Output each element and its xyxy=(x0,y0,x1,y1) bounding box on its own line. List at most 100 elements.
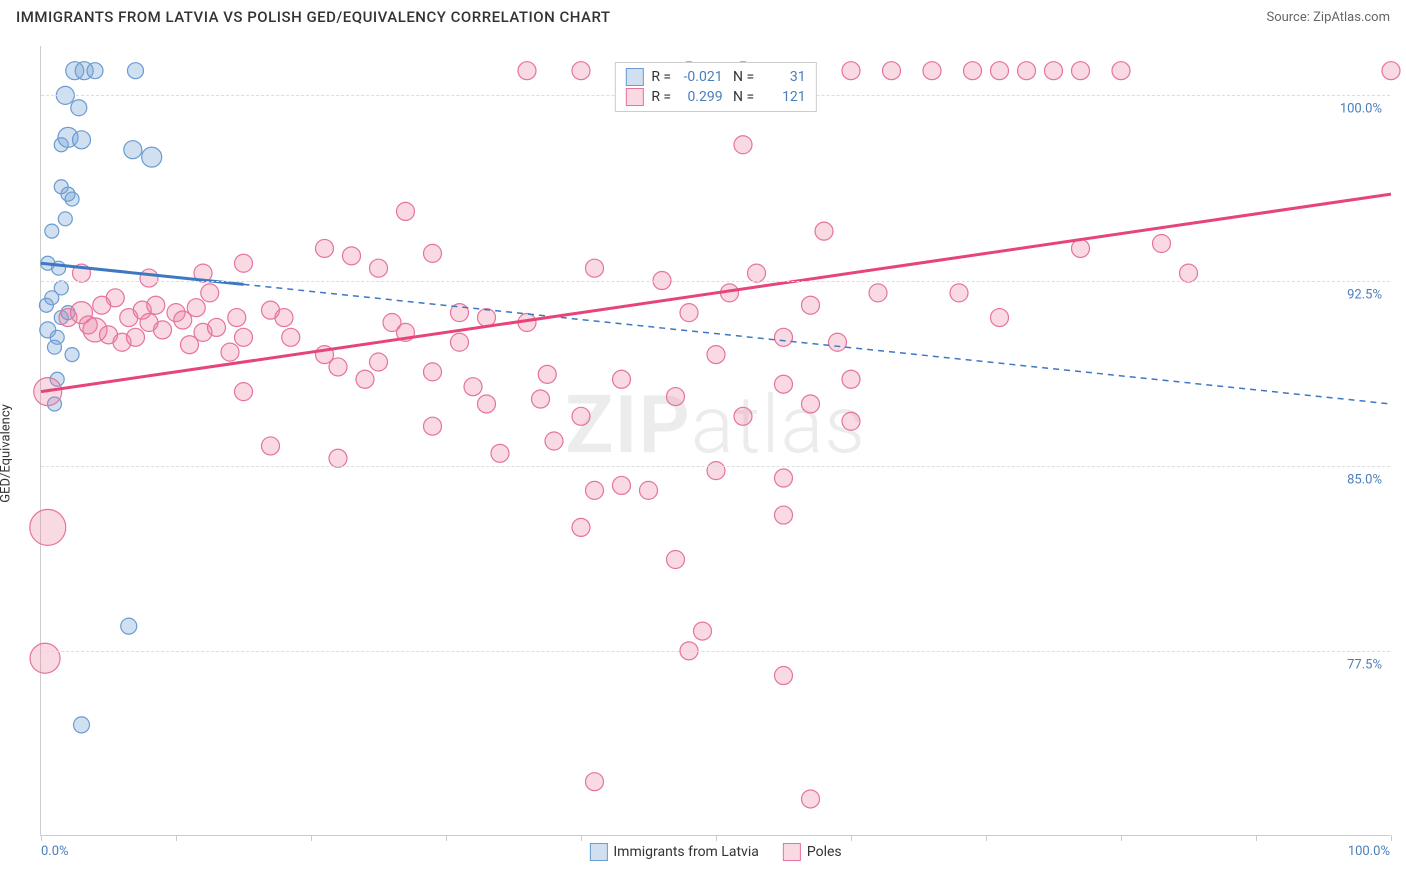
y-tick-label: 85.0% xyxy=(1347,472,1382,487)
legend-swatch xyxy=(783,843,801,861)
data-point xyxy=(54,281,68,295)
x-axis-min-label: 0.0% xyxy=(41,844,69,859)
data-point xyxy=(518,62,536,80)
data-point xyxy=(1382,62,1400,80)
data-point xyxy=(491,444,509,462)
data-point xyxy=(694,622,712,640)
x-tick xyxy=(1256,835,1257,841)
data-point xyxy=(58,212,72,226)
data-point xyxy=(883,62,901,80)
gridline xyxy=(41,466,1390,467)
data-point xyxy=(829,333,847,351)
data-point xyxy=(923,62,941,80)
data-point xyxy=(748,264,766,282)
data-point xyxy=(464,378,482,396)
data-point xyxy=(208,318,226,336)
data-point xyxy=(478,309,496,327)
data-point xyxy=(1072,62,1090,80)
legend-swatch xyxy=(625,88,643,106)
source-attribution: Source: ZipAtlas.com xyxy=(1266,10,1390,25)
data-point xyxy=(680,304,698,322)
data-point xyxy=(572,518,590,536)
data-point xyxy=(478,395,496,413)
data-point xyxy=(991,62,1009,80)
data-point xyxy=(613,370,631,388)
data-point xyxy=(106,289,124,307)
data-point xyxy=(316,239,334,257)
x-tick xyxy=(446,835,447,841)
series-legend: Immigrants from Latvia Poles xyxy=(589,843,841,861)
data-point xyxy=(707,462,725,480)
data-point xyxy=(54,180,68,194)
y-axis-label: GED/Equivalency xyxy=(0,404,14,503)
x-tick xyxy=(986,835,987,841)
data-point xyxy=(127,328,145,346)
data-point xyxy=(282,328,300,346)
x-tick xyxy=(581,835,582,841)
scatter-plot-svg xyxy=(41,46,1390,835)
data-point xyxy=(1180,264,1198,282)
data-point xyxy=(235,383,253,401)
data-point xyxy=(842,370,860,388)
y-tick-label: 77.5% xyxy=(1347,657,1382,672)
data-point xyxy=(667,388,685,406)
data-point xyxy=(147,296,165,314)
data-point xyxy=(74,717,90,733)
data-point xyxy=(532,390,550,408)
data-point xyxy=(45,224,59,238)
series-legend-item: Immigrants from Latvia xyxy=(589,843,758,861)
data-point xyxy=(802,395,820,413)
data-point xyxy=(842,412,860,430)
data-point xyxy=(370,259,388,277)
data-point xyxy=(329,358,347,376)
data-point xyxy=(1112,62,1130,80)
data-point xyxy=(343,247,361,265)
data-point xyxy=(87,63,103,79)
data-point xyxy=(142,147,162,167)
data-point xyxy=(370,353,388,371)
data-point xyxy=(991,309,1009,327)
data-point xyxy=(235,328,253,346)
data-point xyxy=(201,284,219,302)
data-point xyxy=(775,328,793,346)
data-point xyxy=(950,284,968,302)
x-tick xyxy=(716,835,717,841)
data-point xyxy=(1153,235,1171,253)
series-legend-label: Poles xyxy=(807,844,842,860)
data-point xyxy=(221,343,239,361)
series-legend-label: Immigrants from Latvia xyxy=(613,844,758,860)
data-point xyxy=(235,254,253,272)
data-point xyxy=(424,244,442,262)
data-point xyxy=(65,192,79,206)
y-tick-label: 100.0% xyxy=(1340,102,1382,117)
data-point xyxy=(71,100,87,116)
data-point xyxy=(73,131,91,149)
data-point xyxy=(572,62,590,80)
data-point xyxy=(128,63,144,79)
data-point xyxy=(775,469,793,487)
data-point xyxy=(228,309,246,327)
chart-title: IMMIGRANTS FROM LATVIA VS POLISH GED/EQU… xyxy=(16,8,611,26)
data-point xyxy=(1045,62,1063,80)
data-point xyxy=(613,476,631,494)
data-point xyxy=(775,375,793,393)
data-point xyxy=(154,321,172,339)
stats-legend: R = -0.021 N = 31 R = 0.299 N = 121 xyxy=(614,62,816,112)
data-point xyxy=(869,284,887,302)
data-point xyxy=(815,222,833,240)
data-point xyxy=(707,346,725,364)
data-point xyxy=(451,333,469,351)
data-point xyxy=(30,643,60,673)
stats-legend-row: R = -0.021 N = 31 xyxy=(625,67,805,87)
chart-plot-area: ZIPatlas R = -0.021 N = 31R = 0.299 N = … xyxy=(40,46,1390,836)
data-point xyxy=(65,348,79,362)
data-point xyxy=(48,340,62,354)
data-point xyxy=(262,437,280,455)
data-point xyxy=(329,449,347,467)
data-point xyxy=(802,790,820,808)
x-tick xyxy=(41,835,42,841)
data-point xyxy=(538,365,556,383)
data-point xyxy=(775,667,793,685)
legend-stats-text: R = 0.299 N = 121 xyxy=(651,89,805,105)
data-point xyxy=(356,370,374,388)
